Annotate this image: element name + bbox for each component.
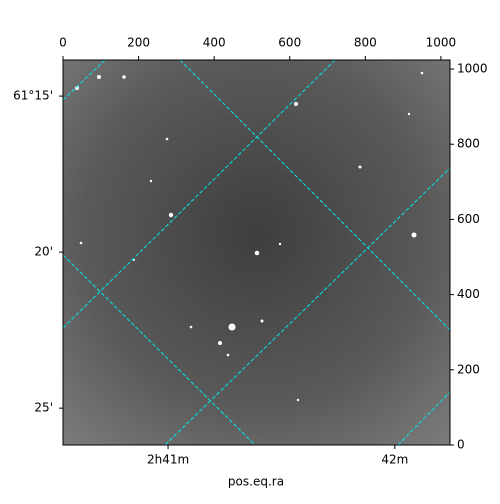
grid-line [179, 60, 450, 331]
x-tick-label: 400 [203, 36, 226, 50]
grid-line [164, 167, 450, 445]
world-x-tick-label: 42m [381, 453, 408, 467]
y-tick-label: 400 [457, 287, 480, 301]
x-tick-label: 800 [354, 36, 377, 50]
y-tick-label: 600 [457, 212, 480, 226]
world-y-tick-label: 20' [34, 245, 53, 259]
x-axis-label: pos.eq.ra [228, 475, 284, 489]
grid-line [397, 391, 450, 445]
x-tick-label: 1000 [426, 36, 457, 50]
x-tick-label: 0 [59, 36, 67, 50]
world-y-tick-label: 61°15' [13, 89, 53, 103]
y-tick-label: 200 [457, 362, 480, 376]
x-tick-label: 600 [278, 36, 301, 50]
stars [75, 71, 424, 402]
y-tick-label: 1000 [457, 62, 488, 76]
y-tick-label: 800 [457, 137, 480, 151]
world-y-tick-label: 25' [34, 401, 53, 415]
grid-line [63, 254, 256, 445]
grid-line [63, 60, 336, 329]
grid-line [63, 60, 106, 101]
world-grid [63, 60, 450, 445]
y-tick-label: 0 [457, 438, 465, 452]
world-x-tick-label: 2h41m [147, 453, 189, 467]
x-tick-label: 200 [127, 36, 150, 50]
